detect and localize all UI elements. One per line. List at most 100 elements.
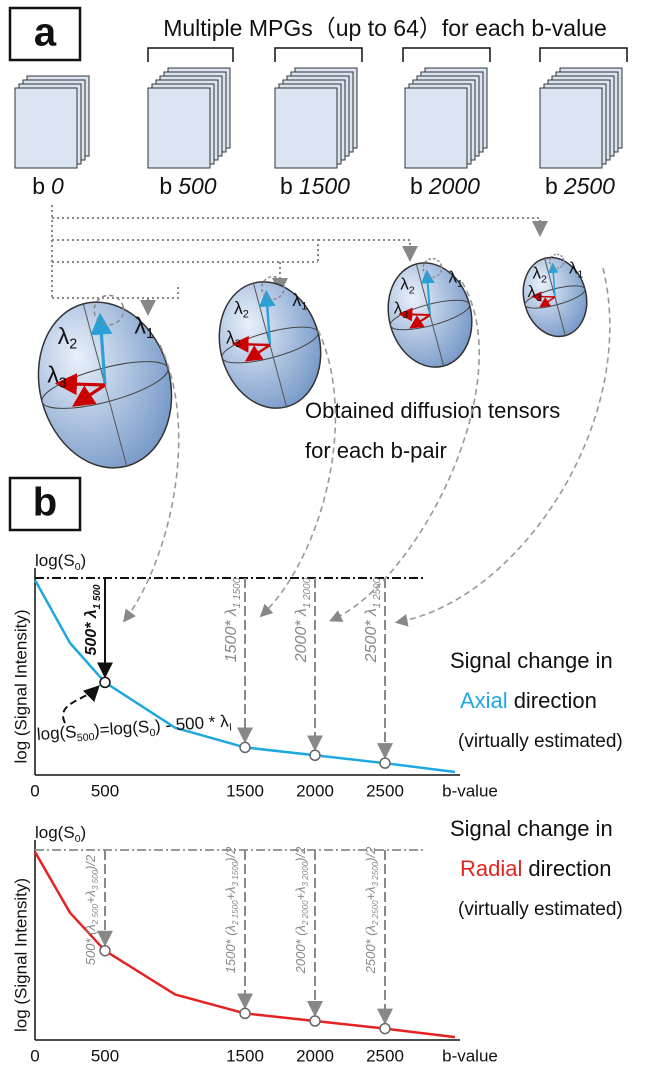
subscript: 3 2000	[301, 861, 310, 886]
text-part: 500* λ	[83, 609, 100, 655]
subscript: 500	[77, 731, 96, 744]
legend-text: (virtually estimated)	[458, 731, 623, 752]
subscript: 3	[235, 338, 241, 350]
sample-point	[99, 676, 111, 689]
x-tick-label: 500	[91, 781, 119, 800]
label: λ3	[47, 362, 67, 392]
text-part: )	[81, 551, 87, 570]
subscript: 0	[149, 727, 156, 739]
subscript: 2 2500	[371, 900, 380, 926]
lambda2-arrow	[231, 335, 271, 353]
legend-text: Signal change in	[450, 648, 613, 673]
lambda1-arrow	[258, 289, 276, 346]
sample-point	[309, 749, 321, 762]
label: λ1	[569, 259, 584, 280]
highlight	[422, 257, 443, 278]
x-axis-label: b-value	[442, 1046, 498, 1065]
x-tick-label: 0	[30, 1046, 39, 1065]
subscript: 2 500	[91, 904, 100, 926]
label: λ3	[226, 327, 241, 349]
label: λ2	[400, 275, 415, 296]
label: 500* λ1 500	[83, 584, 102, 656]
label: 1500* (λ2 1500+λ3 1500)/2	[223, 846, 240, 974]
lambda1-arrow	[90, 312, 113, 386]
sample-point	[99, 944, 111, 957]
subscript: 3 2500	[371, 861, 380, 886]
b-value: 2500	[563, 173, 615, 199]
lambda3-arrow	[409, 314, 431, 329]
direction-word: Axial	[460, 688, 508, 713]
subscript: 2	[69, 336, 77, 352]
text-part: +λ	[363, 886, 378, 900]
label: 2000* (λ2 2000+λ3 2000)/2	[293, 846, 310, 975]
text-part: +λ	[223, 886, 238, 900]
text-part: )/2	[83, 854, 98, 872]
legend-text: direction	[528, 856, 611, 881]
subscript: 3	[402, 309, 408, 321]
image-slice	[147, 87, 211, 169]
subscript: I	[229, 721, 233, 733]
brackets	[147, 47, 628, 62]
sample-point	[379, 757, 391, 769]
lambda3-arrow	[244, 343, 271, 362]
label: log(S500)=log(S0) - 500 * λI	[36, 712, 232, 747]
label: λ2	[234, 298, 249, 320]
subscript: 1 2500	[371, 577, 382, 608]
subscript: 2 2000	[301, 900, 310, 926]
x-tick-label: 2500	[366, 781, 404, 800]
subscript: 2	[409, 284, 415, 296]
legend-text: Axial direction	[460, 688, 597, 713]
text-part: λ	[234, 298, 243, 318]
text-part: 2500* (λ	[363, 925, 378, 974]
text-part: λ	[58, 323, 70, 349]
subscript: 3 500	[91, 869, 100, 890]
panel-box	[8, 6, 82, 62]
subscript: 1	[578, 268, 584, 280]
text-part: λ	[394, 299, 403, 318]
panel-label: a	[34, 11, 57, 55]
label: λ2	[58, 323, 78, 353]
tensor-link	[394, 267, 611, 627]
highlight	[93, 294, 125, 326]
text-part: )	[81, 823, 87, 842]
legend-text: direction	[514, 688, 597, 713]
text-part: ) - 500 * λ	[154, 712, 229, 736]
label: λ3	[528, 282, 543, 303]
x-tick-label: 2000	[296, 1046, 334, 1065]
subscript: 1	[146, 326, 154, 342]
sample-point	[239, 741, 251, 754]
text-part: 1500* (λ	[223, 925, 238, 973]
b-value: 500	[178, 173, 217, 199]
lambda3-arrow	[72, 383, 106, 407]
text-part: log(S	[35, 823, 75, 842]
subscript: 2	[541, 273, 547, 285]
text-part: 500* (λ	[83, 924, 98, 965]
text-part: 1500* λ	[223, 608, 240, 662]
b-prefix: b	[545, 173, 558, 199]
text-part: )/2	[223, 846, 238, 864]
highlight	[549, 253, 565, 270]
lambda2-arrow	[398, 307, 431, 322]
label: 500* (λ2 500+λ3 500)/2	[83, 854, 100, 965]
panel-box	[8, 476, 82, 532]
text-part: )/2	[293, 846, 308, 864]
label: 2500* (λ2 2500+λ3 2500)/2	[363, 846, 380, 975]
text-part: 2000* (λ	[293, 925, 308, 974]
tensor-ellipsoid	[37, 294, 173, 469]
text-part: )=log(S	[93, 718, 149, 741]
tensor-ellipsoid	[522, 253, 588, 338]
text-part: λ	[528, 282, 537, 301]
stack-label: b 2500	[545, 173, 615, 199]
label: 2500* λ1 2500	[363, 577, 382, 663]
dotted-connectors	[51, 205, 548, 312]
label: 1500* λ1 1500	[223, 577, 242, 662]
sample-point	[309, 1015, 321, 1027]
label: λ3	[394, 299, 409, 320]
lambda1-arrow	[548, 262, 559, 298]
subscript: 3	[59, 375, 67, 391]
legend-text: Radial direction	[460, 856, 612, 881]
signal-curve	[33, 851, 456, 1039]
text-part: +λ	[83, 890, 98, 904]
